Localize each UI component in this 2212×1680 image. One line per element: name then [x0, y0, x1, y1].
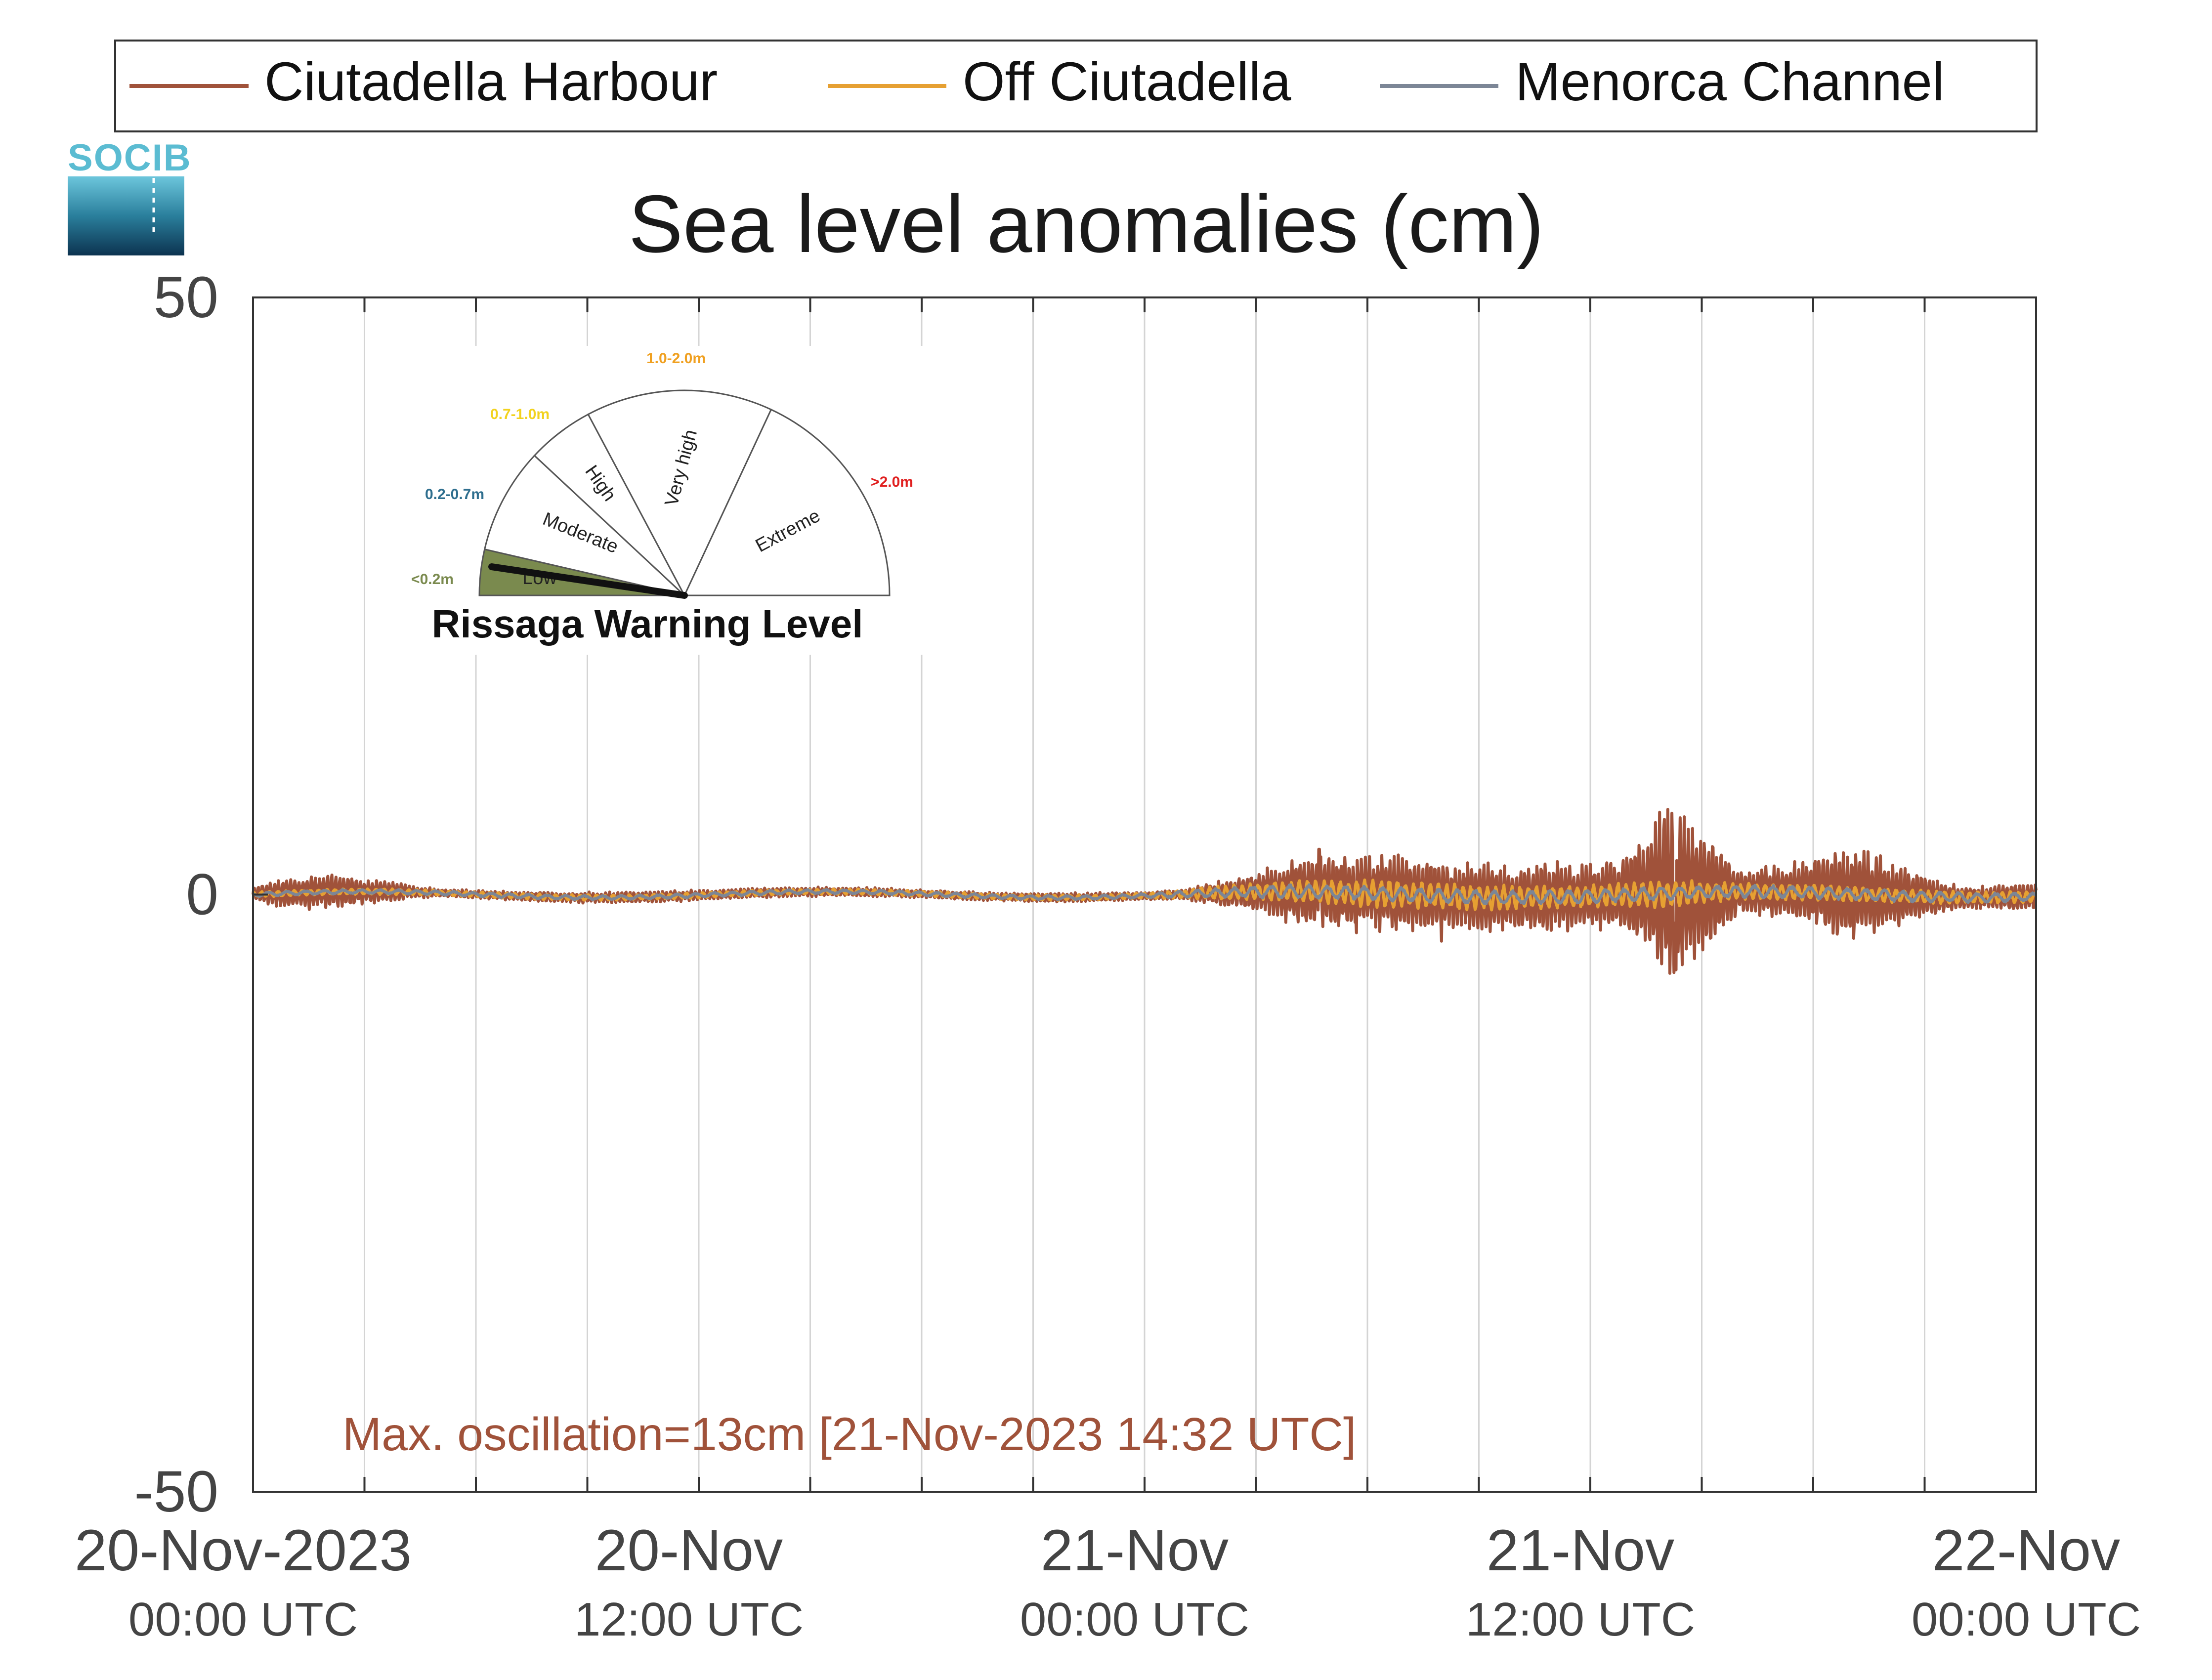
- x-tick-label: 21-Nov: [1487, 1518, 1674, 1583]
- legend-label-off-ciutadella: Off Ciutadella: [963, 51, 1291, 112]
- y-tick-labels: 50 0 -50: [134, 265, 218, 1524]
- x-tick-label: 22-Nov: [1932, 1518, 2120, 1583]
- gauge-level-range: 0.2-0.7m: [425, 486, 484, 503]
- gauge-title: Rissaga Warning Level: [432, 602, 863, 646]
- y-tick-label: -50: [134, 1459, 218, 1524]
- data-series: [252, 808, 2038, 975]
- x-tick-sublabel: 00:00 UTC: [128, 1593, 358, 1646]
- y-tick-label: 50: [154, 265, 218, 330]
- legend: Ciutadella Harbour Off Ciutadella Menorc…: [114, 40, 2038, 132]
- x-tick-labels: 20-Nov-2023 00:00 UTC 20-Nov 12:00 UTC 21-No…: [75, 1518, 2141, 1646]
- y-tick-label: 0: [186, 862, 218, 927]
- series-line-menorca-channel: [252, 883, 2037, 906]
- x-tick-sublabel: 12:00 UTC: [574, 1593, 804, 1646]
- x-tick-sublabel: 00:00 UTC: [1020, 1593, 1249, 1646]
- x-tick-label: 20-Nov-2023: [75, 1518, 412, 1583]
- socib-logo-text: SOCIB: [68, 137, 192, 179]
- gauge-sectors: [478, 389, 891, 597]
- gauge-level-range: >2.0m: [871, 474, 913, 490]
- gauge-sector-very-high: [587, 389, 772, 597]
- gauge-sector-high: [533, 413, 685, 596]
- max-oscillation-annotation: Max. oscillation=13cm [21-Nov-2023 14:32…: [342, 1408, 1356, 1461]
- x-tick-label: 21-Nov: [1041, 1518, 1229, 1583]
- axis-ticks: [252, 296, 2037, 1493]
- gauge-needle: [488, 563, 688, 599]
- x-tick-sublabel: 00:00 UTC: [1912, 1593, 2141, 1646]
- socib-logo-block: [68, 176, 184, 255]
- legend-label-menorca-channel: Menorca Channel: [1515, 51, 1944, 112]
- gauge-level-range: 0.7-1.0m: [490, 406, 550, 422]
- socib-logo: SOCIB: [68, 137, 192, 255]
- gauge-level-range: <0.2m: [411, 571, 454, 588]
- x-tick-label: 20-Nov: [595, 1518, 783, 1583]
- legend-label-ciutadella-harbour: Ciutadella Harbour: [264, 51, 718, 112]
- gauge-level-range: 1.0-2.0m: [646, 350, 706, 367]
- gauge-sector-extreme: [683, 408, 891, 596]
- gauge-sector-moderate: [483, 454, 687, 597]
- legend-frame: [114, 40, 2038, 132]
- x-tick-sublabel: 12:00 UTC: [1466, 1593, 1695, 1646]
- chart-title: Sea level anomalies (cm): [629, 178, 1544, 269]
